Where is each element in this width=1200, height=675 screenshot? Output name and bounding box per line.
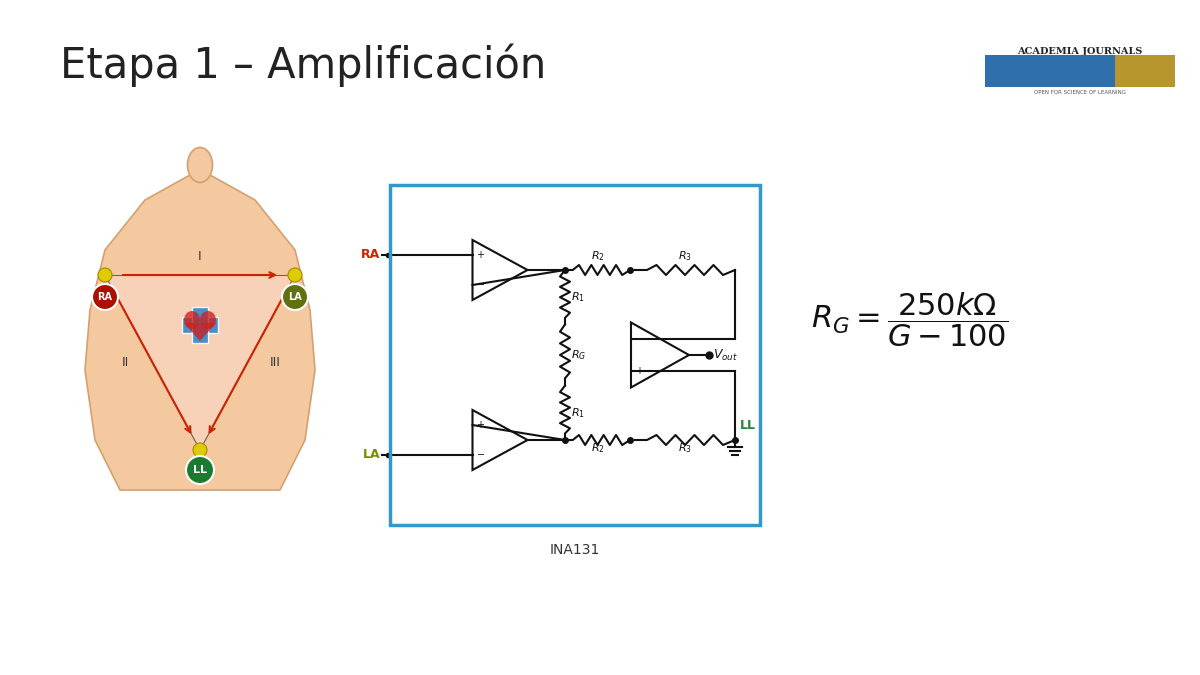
- Bar: [182, 317, 218, 333]
- Text: OPEN FOR SCIENCE OF LEARNING: OPEN FOR SCIENCE OF LEARNING: [1034, 90, 1126, 95]
- Text: LL: LL: [740, 419, 756, 432]
- Polygon shape: [85, 175, 314, 490]
- Text: $R_1$: $R_1$: [571, 406, 584, 420]
- Circle shape: [288, 268, 302, 282]
- Text: III: III: [270, 356, 281, 369]
- Text: $R_G$: $R_G$: [571, 348, 587, 362]
- Text: LA: LA: [288, 292, 302, 302]
- Text: INA131: INA131: [550, 543, 600, 557]
- Text: $V_{out}$: $V_{out}$: [713, 348, 738, 362]
- FancyArrowPatch shape: [210, 291, 287, 432]
- Text: I: I: [198, 250, 202, 263]
- Text: $R_2$: $R_2$: [590, 249, 605, 263]
- Polygon shape: [184, 323, 216, 341]
- Circle shape: [186, 456, 214, 484]
- Text: −: −: [635, 333, 643, 344]
- Text: LL: LL: [193, 465, 208, 475]
- Circle shape: [98, 268, 112, 282]
- Circle shape: [282, 284, 308, 310]
- Text: −: −: [476, 450, 485, 460]
- Text: II: II: [121, 356, 128, 369]
- Text: ACADEMIA JOURNALS: ACADEMIA JOURNALS: [1018, 47, 1142, 56]
- Text: +: +: [476, 250, 485, 260]
- Text: $R_3$: $R_3$: [678, 441, 692, 455]
- Bar: [985, 55, 1115, 87]
- Bar: [192, 307, 208, 343]
- FancyArrowPatch shape: [114, 291, 191, 432]
- Text: RA: RA: [97, 292, 113, 302]
- Text: Etapa 1 – Amplificación: Etapa 1 – Amplificación: [60, 43, 546, 87]
- Text: $R_1$: $R_1$: [571, 290, 584, 304]
- Text: $R_3$: $R_3$: [678, 249, 692, 263]
- Text: +: +: [476, 420, 485, 430]
- Ellipse shape: [184, 311, 200, 329]
- Ellipse shape: [187, 148, 212, 182]
- Text: RA: RA: [361, 248, 380, 261]
- Text: $R_G = \dfrac{250k\Omega}{G - 100}$: $R_G = \dfrac{250k\Omega}{G - 100}$: [811, 291, 1009, 349]
- Text: +: +: [635, 367, 643, 376]
- Circle shape: [92, 284, 118, 310]
- Circle shape: [193, 443, 208, 457]
- Text: LA: LA: [362, 448, 380, 462]
- FancyArrowPatch shape: [122, 272, 275, 278]
- Text: −: −: [476, 280, 485, 290]
- Polygon shape: [106, 275, 295, 450]
- Bar: [1115, 55, 1175, 87]
- Text: $R_2$: $R_2$: [590, 441, 605, 455]
- Bar: [390, 185, 760, 525]
- Ellipse shape: [200, 311, 216, 329]
